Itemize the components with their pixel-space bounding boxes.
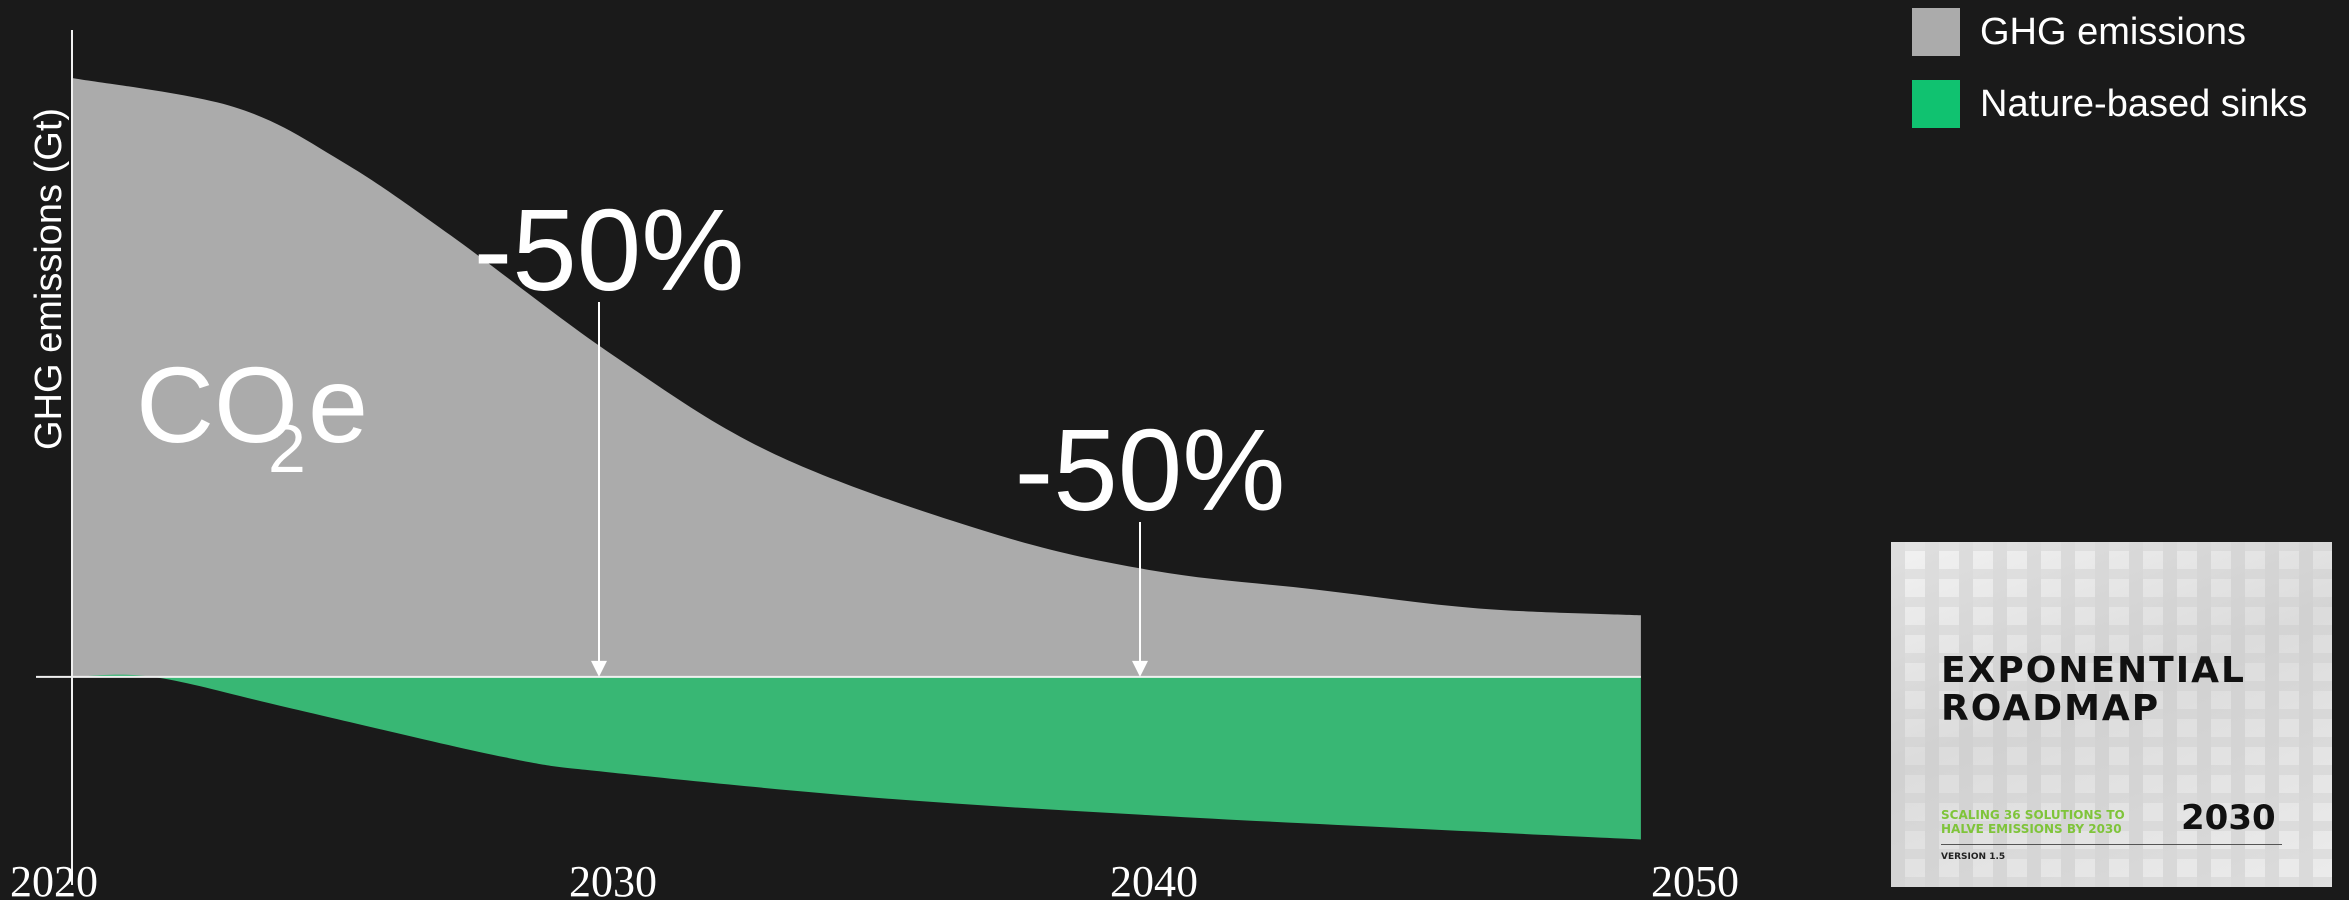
co2e-suffix: e xyxy=(308,344,368,465)
legend-label-sinks: Nature-based sinks xyxy=(1980,82,2308,125)
x-tick-label: 2030 xyxy=(569,857,657,900)
reduction-arrow-head xyxy=(1132,660,1148,677)
x-tick-label: 2020 xyxy=(10,857,98,900)
reduction-label: -50% xyxy=(1015,405,1286,535)
cover-subtitle: SCALING 36 SOLUTIONS TO HALVE EMISSIONS … xyxy=(1941,808,2141,836)
ghg-emissions-area xyxy=(72,78,1641,677)
cover-logo-2030: 2030 xyxy=(2181,798,2276,838)
legend-swatch-sinks xyxy=(1912,80,1960,128)
cover-title-line2: ROADMAP xyxy=(1941,688,2161,729)
legend-item-ghg: GHG emissions xyxy=(1912,6,2307,58)
x-axis-ticks: 2020 2030 2040 2050 xyxy=(10,857,1739,900)
report-cover-thumbnail: EXPONENTIAL ROADMAP SCALING 36 SOLUTIONS… xyxy=(1891,542,2332,887)
cover-city-background xyxy=(1891,542,2332,887)
legend: GHG emissions Nature-based sinks xyxy=(1912,6,2307,150)
y-axis-label: GHG emissions (Gt) xyxy=(28,108,70,450)
nature-sinks-area xyxy=(72,674,1641,840)
x-tick-label: 2040 xyxy=(1110,857,1198,900)
x-tick-label: 2050 xyxy=(1651,857,1739,900)
legend-item-sinks: Nature-based sinks xyxy=(1912,78,2307,130)
reduction-label: -50% xyxy=(474,185,745,315)
co2e-main-text: CO xyxy=(136,344,298,465)
cover-version: VERSION 1.5 xyxy=(1941,852,2006,862)
cover-title-line1: EXPONENTIAL xyxy=(1941,650,2246,691)
cover-title: EXPONENTIAL ROADMAP xyxy=(1941,652,2246,728)
legend-label-ghg: GHG emissions xyxy=(1980,10,2247,53)
cover-subtitle-line2: HALVE EMISSIONS BY 2030 xyxy=(1941,822,2122,836)
legend-swatch-ghg xyxy=(1912,8,1960,56)
cover-divider xyxy=(1941,844,2282,845)
reduction-arrow-head xyxy=(591,660,607,677)
co2e-subscript: 2 xyxy=(268,411,306,487)
annotations: -50% -50% xyxy=(474,185,1286,677)
cover-subtitle-line1: SCALING 36 SOLUTIONS TO xyxy=(1941,808,2125,822)
area-label-co2e: CO 2 e xyxy=(136,344,368,487)
